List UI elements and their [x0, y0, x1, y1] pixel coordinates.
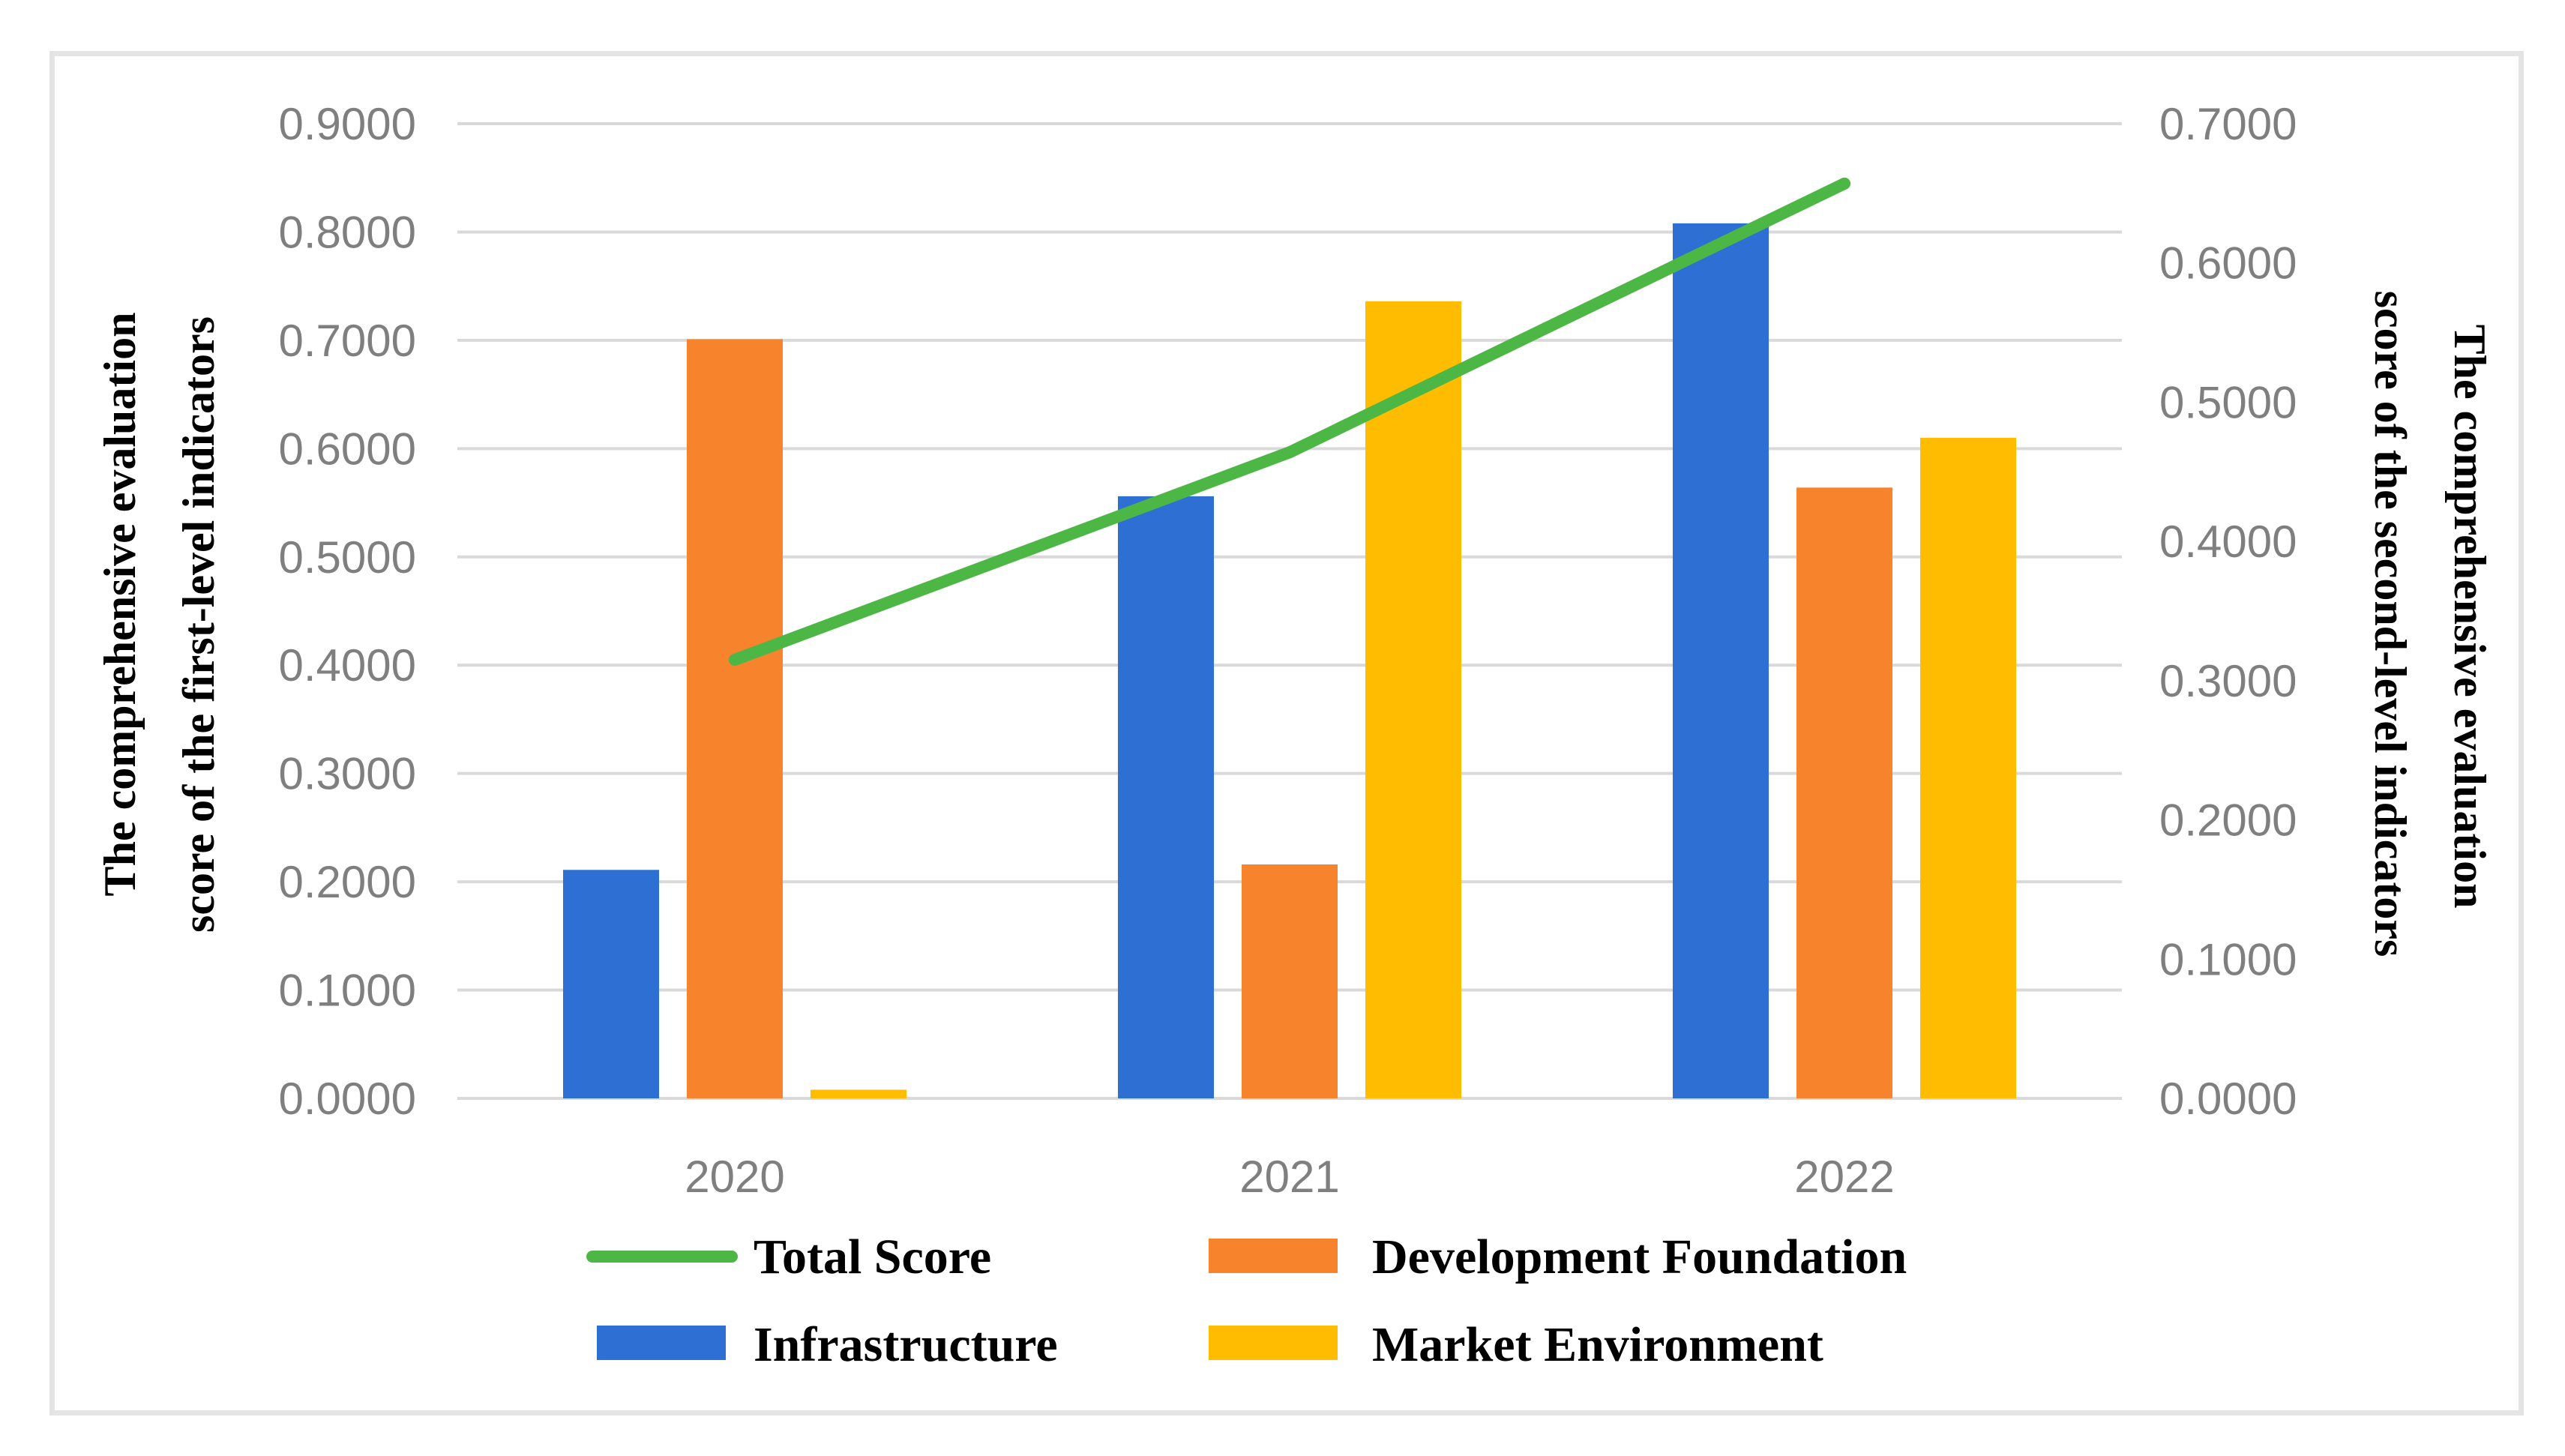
chart-frame: [49, 51, 2524, 1416]
bar-infrastructure-2021: [1118, 496, 1214, 1098]
legend-swatch-market-environment: [1209, 1326, 1338, 1360]
bar-market-environment-2022: [1920, 437, 2016, 1098]
y-right-tick-3: 0.3000: [2159, 656, 2297, 706]
y-right-tick-5: 0.5000: [2159, 377, 2297, 427]
x-tick-2020: 2020: [685, 1152, 784, 1202]
y-right-tick-0: 0.0000: [2159, 1074, 2297, 1124]
y-left-tick-1: 0.1000: [278, 966, 416, 1016]
legend-swatch-development-foundation: [1209, 1239, 1338, 1273]
y-left-axis-title-line-2: score of the first-level indicators: [174, 316, 223, 933]
bar-development-foundation-2021: [1242, 864, 1338, 1098]
bar-market-environment-2021: [1365, 301, 1461, 1098]
legend-swatch-infrastructure: [597, 1326, 726, 1360]
tick-labels: 0.0000 0.1000 0.2000 0.3000 0.4000 0.5000 0.60…: [278, 99, 2297, 1202]
legend-label-market-environment: Market Environment: [1372, 1317, 1823, 1372]
x-tick-2022: 2022: [1794, 1152, 1894, 1202]
y-left-tick-6: 0.6000: [278, 424, 416, 474]
y-left-tick-0: 0.0000: [278, 1074, 416, 1124]
y-left-tick-8: 0.8000: [278, 207, 416, 257]
y-right-tick-2: 0.2000: [2159, 795, 2297, 846]
y-left-tick-4: 0.4000: [278, 640, 416, 691]
point-total-score-2020: [729, 654, 741, 666]
y-left-axis-title-line-1: The comprehensive evaluation: [95, 313, 145, 897]
y-right-axis-title-line-2: score of the second-level indicators: [2366, 291, 2415, 957]
bar-market-environment-2020: [811, 1089, 906, 1098]
y-right-tick-4: 0.4000: [2159, 517, 2297, 567]
y-left-tick-9: 0.9000: [278, 99, 416, 149]
bar-development-foundation-2020: [687, 339, 783, 1098]
y-left-tick-5: 0.5000: [278, 532, 416, 583]
y-right-tick-7: 0.7000: [2159, 99, 2297, 149]
legend-label-total-score: Total Score: [754, 1230, 991, 1284]
point-total-score-2022: [1838, 177, 1850, 190]
y-right-tick-6: 0.6000: [2159, 238, 2297, 289]
x-tick-2021: 2021: [1239, 1152, 1339, 1202]
bar-infrastructure-2022: [1673, 223, 1769, 1098]
y-right-tick-1: 0.1000: [2159, 934, 2297, 984]
legend-label-infrastructure: Infrastructure: [754, 1317, 1058, 1372]
y-left-tick-2: 0.2000: [278, 857, 416, 907]
bar-infrastructure-2020: [563, 870, 659, 1098]
total-score-line-group: [729, 177, 1850, 666]
bar-development-foundation-2022: [1796, 487, 1892, 1098]
y-left-tick-3: 0.3000: [278, 749, 416, 799]
bars: [563, 223, 2016, 1098]
point-total-score-2021: [1284, 446, 1296, 459]
y-right-axis-title-line-1: The comprehensive evaluation: [2445, 325, 2495, 909]
legend-label-development-foundation: Development Foundation: [1372, 1230, 1907, 1284]
y-left-tick-7: 0.7000: [278, 316, 416, 366]
legend: Total Score Development Foundation Infra…: [586, 1230, 1907, 1372]
